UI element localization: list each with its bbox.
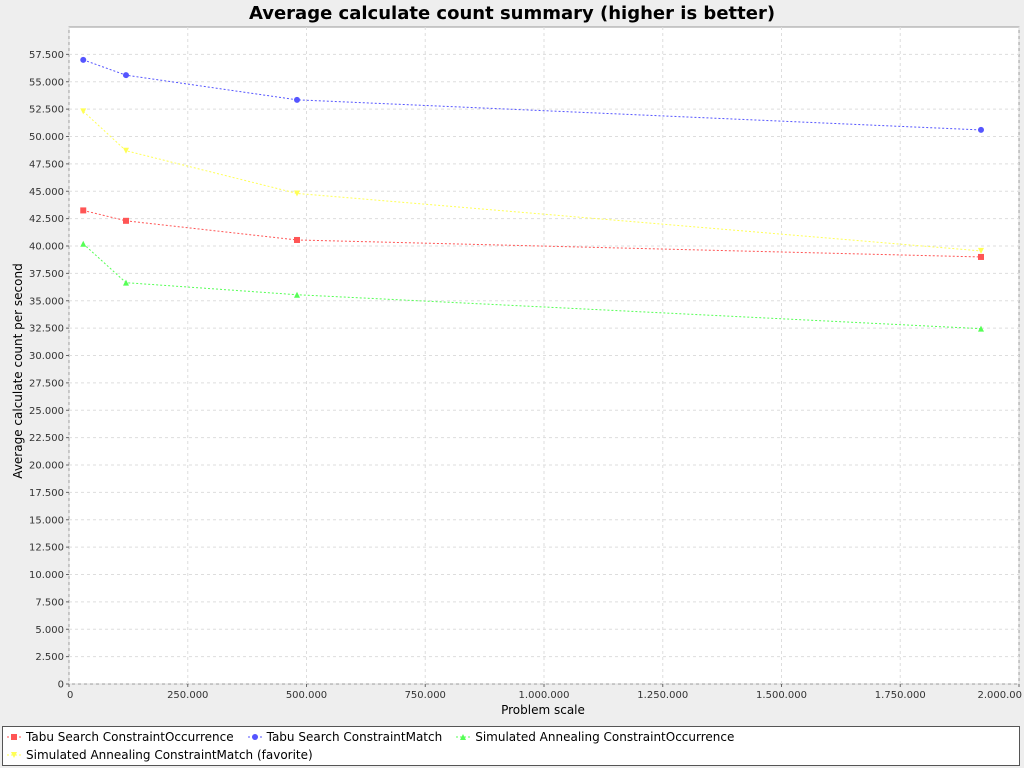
y-tick-label: 27.500	[29, 378, 64, 389]
data-point	[80, 240, 87, 247]
series-2	[80, 240, 984, 332]
y-axis-label: Average calculate count per second	[11, 263, 25, 478]
y-tick-label: 5.000	[35, 625, 64, 636]
series-3	[80, 108, 984, 254]
line-chart: Average calculate count summary (higher …	[11, 3, 1022, 717]
x-tick-label: 250.000	[167, 690, 208, 701]
y-tick-label: 25.000	[29, 406, 64, 417]
legend-item-tabu-occurrence: Tabu Search ConstraintOccurrence	[7, 730, 234, 744]
series-1	[80, 56, 984, 133]
data-point	[123, 72, 129, 79]
y-tick-label: 37.500	[29, 269, 64, 280]
data-point	[978, 325, 984, 332]
y-tick-label: 30.000	[29, 351, 64, 362]
legend-item-sa-match: Simulated Annealing ConstraintMatch (fav…	[7, 748, 313, 762]
legend-item-sa-occurrence: Simulated Annealing ConstraintOccurrence	[456, 730, 734, 744]
series-line	[83, 59, 982, 131]
data-point	[294, 96, 300, 103]
y-tick-label: 57.500	[29, 50, 64, 61]
y-tick-label: 22.500	[29, 433, 64, 444]
data-point	[978, 247, 984, 254]
legend-row-2: Simulated Annealing ConstraintMatch (fav…	[7, 748, 327, 762]
x-tick-label: 1.500.000	[756, 690, 807, 701]
x-axis-label: Problem scale	[501, 703, 585, 717]
data-point	[978, 253, 984, 260]
chart-title: Average calculate count summary (higher …	[249, 3, 775, 24]
data-point	[80, 56, 87, 63]
y-tick-label: 35.000	[29, 296, 64, 307]
data-point	[80, 207, 87, 214]
y-tick-label: 50.000	[29, 132, 64, 143]
series-layer	[80, 56, 984, 332]
grid-lines	[68, 27, 1020, 685]
y-tick-label: 2.500	[35, 652, 64, 663]
chart-legend: Tabu Search ConstraintOccurrence Tabu Se…	[2, 726, 1020, 766]
series-line	[82, 243, 982, 330]
series-line	[82, 110, 982, 252]
x-tick-label: 500.000	[286, 690, 327, 701]
legend-triangle-up-marker-icon	[456, 734, 471, 740]
y-tick-label: 10.000	[29, 570, 64, 581]
y-tick-label: 15.000	[29, 515, 64, 526]
legend-square-marker-icon	[7, 734, 21, 740]
y-tick-label: 52.500	[29, 105, 64, 116]
axes: 0 2.500 5.000 7.500 10.000 12.500 15.000 17.500…	[29, 50, 1022, 701]
legend-item-tabu-match: Tabu Search ConstraintMatch	[247, 730, 443, 744]
x-tick-label: 1.250.000	[637, 690, 688, 701]
legend-label: Simulated Annealing ConstraintMatch (fav…	[26, 748, 313, 762]
x-tick-label: 0	[67, 690, 73, 701]
legend-row-1: Tabu Search ConstraintOccurrence Tabu Se…	[7, 730, 748, 744]
legend-label: Simulated Annealing ConstraintOccurrence	[475, 730, 735, 744]
y-tick-label: 20.000	[29, 461, 64, 472]
legend-label: Tabu Search ConstraintOccurrence	[26, 730, 234, 744]
data-point	[123, 217, 129, 224]
y-tick-label: 0	[58, 680, 64, 691]
data-point	[294, 236, 300, 243]
legend-label: Tabu Search ConstraintMatch	[266, 730, 443, 744]
y-tick-label: 12.500	[29, 543, 64, 554]
y-tick-label: 42.500	[29, 214, 64, 225]
x-tick-label: 2.000.00	[977, 690, 1022, 701]
y-tick-label: 17.500	[29, 488, 64, 499]
y-tick-label: 55.000	[29, 77, 64, 88]
x-tick-label: 1.750.000	[875, 690, 926, 701]
data-point	[294, 190, 300, 197]
x-tick-label: 1.000.000	[519, 690, 570, 701]
legend-circle-marker-icon	[247, 734, 262, 740]
x-tick-label: 750.000	[405, 690, 446, 701]
series-line	[83, 209, 982, 258]
data-point	[123, 279, 129, 286]
data-point	[80, 108, 87, 115]
series-0	[80, 207, 984, 260]
data-point	[978, 126, 984, 133]
y-tick-label: 40.000	[29, 242, 64, 253]
data-point	[123, 147, 129, 154]
y-tick-label: 32.500	[29, 324, 64, 335]
legend-triangle-down-marker-icon	[7, 752, 21, 758]
data-point	[294, 291, 300, 298]
y-tick-label: 45.000	[29, 187, 64, 198]
y-tick-label: 47.500	[29, 159, 64, 170]
y-tick-label: 7.500	[35, 597, 64, 608]
